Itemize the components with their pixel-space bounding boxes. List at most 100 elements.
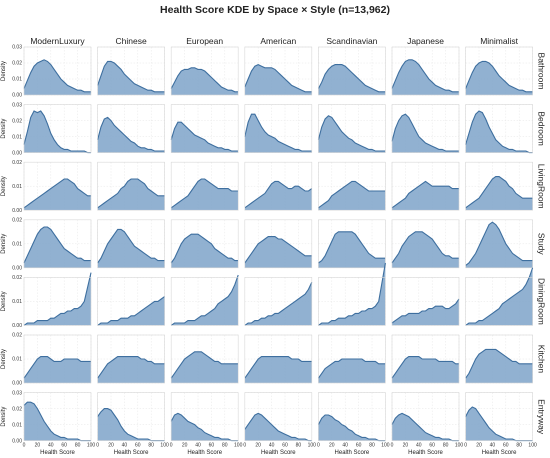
panel-frame <box>97 277 165 326</box>
kde-area <box>24 59 91 95</box>
kde-line <box>170 178 239 209</box>
kde-line <box>23 226 91 264</box>
x-tick-label: 100 <box>160 443 169 449</box>
x-tick-label: 0 <box>23 443 26 449</box>
kde-line <box>97 60 165 93</box>
y-tick-label: 0.02 <box>12 275 22 281</box>
density-axis-label: Density <box>1 291 7 311</box>
panel-bathroom-scandinavian <box>317 46 386 96</box>
panel-frame <box>23 161 92 211</box>
kde-line <box>465 221 533 266</box>
kde-area <box>24 227 91 268</box>
y-tick-label: 0.03 <box>12 390 22 396</box>
y-tick-label: 0.02 <box>12 218 22 224</box>
y-tick-label: 0.00 <box>12 208 22 214</box>
kde-line <box>97 356 165 379</box>
kde-line <box>244 63 312 93</box>
health-score-axis-label: Health Score <box>408 450 443 456</box>
row-label-livingroom: LivingRoom <box>537 164 547 209</box>
panel-frame <box>244 392 313 441</box>
panel-frame <box>318 46 386 96</box>
panel-frame <box>318 161 386 211</box>
panel-bathroom-chinese <box>97 46 165 96</box>
kde-area <box>465 111 533 153</box>
kde-line <box>170 351 239 379</box>
kde-line <box>465 60 533 93</box>
kde-line <box>318 262 386 326</box>
x-tick-label: 80 <box>222 443 228 449</box>
kde-line <box>170 412 239 442</box>
health-score-axis-label: Health Score <box>187 450 222 456</box>
panel-diningroom-chinese <box>97 277 165 326</box>
x-tick-label: 0 <box>243 443 246 449</box>
panel-study-american <box>244 219 313 269</box>
panel-diningroom-japanese <box>391 277 460 326</box>
y-tick-label: 0.01 <box>12 134 22 140</box>
health-score-axis-label: Health Score <box>261 450 296 456</box>
kde-area <box>97 408 165 441</box>
x-tick-label: 80 <box>443 443 449 449</box>
kde-area <box>171 275 239 326</box>
panel-kitchen-japanese <box>391 334 460 384</box>
density-axis-label: Density <box>1 407 7 427</box>
kde-area <box>318 263 386 326</box>
x-tick-label: 20 <box>108 443 114 449</box>
kde-area <box>244 236 312 268</box>
x-tick-label: 80 <box>75 443 81 449</box>
kde-line <box>97 228 165 264</box>
panel-livingroom-modernluxury: 0.00 0.01 0.02 <box>12 160 92 214</box>
health-score-axis-label: Health Score <box>40 450 75 456</box>
panel-frame <box>97 161 165 211</box>
kde-area <box>24 402 91 441</box>
kde-area <box>97 356 165 383</box>
kde-area <box>318 359 386 383</box>
kde-area <box>392 356 459 383</box>
panel-entryway-american: 0 20 40 60 80 100 Health Score <box>243 392 316 456</box>
y-tick-label: 0.02 <box>12 61 22 67</box>
kde-line <box>170 274 239 326</box>
panel-frame <box>318 334 386 384</box>
panel-frame <box>318 277 386 326</box>
x-tick-label: 40 <box>269 443 275 449</box>
panel-livingroom-european <box>170 161 239 211</box>
panel-bathroom-american <box>244 46 313 96</box>
panel-frame <box>170 219 239 269</box>
density-axis-label: Density <box>1 176 7 196</box>
kde-line <box>317 414 386 442</box>
row-label-bathroom: Bathroom <box>537 53 547 90</box>
panel-diningroom-scandinavian <box>318 262 386 326</box>
x-tick-label: 60 <box>209 443 215 449</box>
kde-line <box>23 178 91 209</box>
kde-line <box>170 233 239 264</box>
panel-study-european <box>170 219 239 269</box>
kde-line <box>317 64 386 93</box>
x-tick-label: 0 <box>464 443 467 449</box>
x-tick-label: 100 <box>234 443 243 449</box>
panel-kitchen-european <box>170 334 239 384</box>
kde-line <box>465 348 533 379</box>
y-tick-label: 0.01 <box>12 299 22 305</box>
panel-study-scandinavian <box>318 219 386 269</box>
panel-entryway-european: 0 20 40 60 80 100 Health Score <box>170 392 243 456</box>
kde-area <box>392 59 459 95</box>
panel-frame <box>465 334 533 384</box>
panel-entryway-minimalist: 0 20 40 60 80 100 Health Score <box>464 392 537 456</box>
panel-frame <box>97 334 165 384</box>
panel-bedroom-american <box>244 104 313 153</box>
chart-title: Health Score KDE by Space × Style (n=13,… <box>160 4 390 16</box>
column-label-japanese: Japanese <box>407 36 444 46</box>
y-tick-label: 0.00 <box>12 93 22 99</box>
y-tick-label: 0.01 <box>12 77 22 83</box>
x-tick-label: 20 <box>403 443 409 449</box>
panel-study-japanese <box>391 219 460 269</box>
panel-kitchen-modernluxury: 0.00 0.01 0.02 <box>12 333 92 387</box>
x-tick-label: 0 <box>96 443 99 449</box>
x-tick-label: 60 <box>356 443 362 449</box>
x-tick-label: 20 <box>329 443 335 449</box>
column-label-american: American <box>260 36 296 46</box>
panel-study-minimalist <box>465 219 533 269</box>
kde-area <box>244 282 312 326</box>
y-tick-label: 0.02 <box>12 160 22 166</box>
kde-line <box>391 231 459 264</box>
panel-frame <box>170 161 239 211</box>
